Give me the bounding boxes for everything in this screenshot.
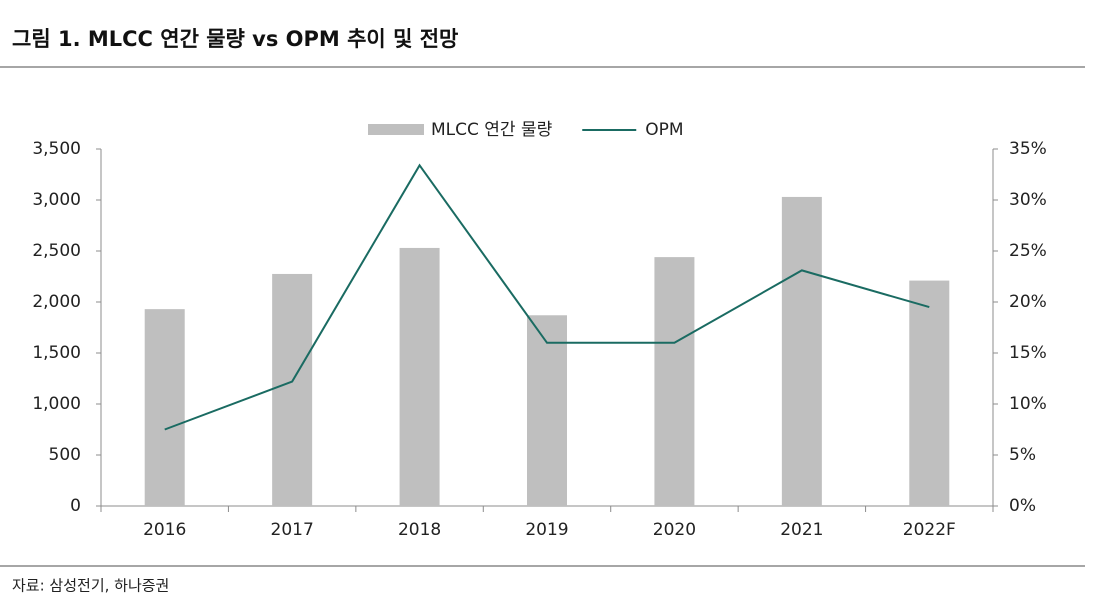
x-tick-label: 2019 bbox=[525, 520, 568, 540]
x-tick-label: 2017 bbox=[271, 520, 314, 540]
legend-label: MLCC 연간 물량 bbox=[431, 120, 553, 140]
y2-tick-label: 5% bbox=[1009, 445, 1036, 465]
y2-tick-label: 30% bbox=[1009, 190, 1047, 210]
y2-tick-label: 20% bbox=[1009, 292, 1047, 312]
y-tick-label: 1,000 bbox=[32, 394, 81, 414]
bar bbox=[527, 315, 567, 506]
x-tick-label: 2021 bbox=[780, 520, 823, 540]
x-tick-label: 2016 bbox=[143, 520, 186, 540]
y-tick-label: 1,500 bbox=[32, 343, 81, 363]
line-series bbox=[164, 163, 930, 431]
y2-tick-label: 15% bbox=[1009, 343, 1047, 363]
y-tick-label: 0 bbox=[70, 496, 81, 516]
bar bbox=[909, 280, 950, 506]
x-tick-label: 2018 bbox=[398, 520, 441, 540]
chart-title: 그림 1. MLCC 연간 물량 vs OPM 추이 및 전망 bbox=[12, 27, 458, 51]
bar bbox=[144, 309, 185, 506]
legend-label: OPM bbox=[645, 120, 683, 140]
legend-swatch bbox=[368, 124, 424, 135]
y2-tick-label: 25% bbox=[1009, 241, 1047, 261]
x-tick-label: 2022F bbox=[903, 520, 956, 540]
y2-tick-label: 0% bbox=[1009, 496, 1036, 516]
y-tick-label: 2,000 bbox=[32, 292, 81, 312]
y2-tick-label: 10% bbox=[1009, 394, 1047, 414]
bar bbox=[781, 196, 822, 506]
bar bbox=[399, 247, 440, 506]
source-note: 자료: 삼성전기, 하나증권 bbox=[12, 577, 169, 595]
x-tick-label: 2020 bbox=[653, 520, 696, 540]
y-tick-label: 3,500 bbox=[32, 139, 81, 159]
y-tick-label: 500 bbox=[49, 445, 81, 465]
y2-tick-label: 35% bbox=[1009, 139, 1047, 159]
y-tick-label: 2,500 bbox=[32, 241, 81, 261]
y-tick-label: 3,000 bbox=[32, 190, 81, 210]
bar bbox=[654, 257, 695, 506]
bar bbox=[272, 273, 313, 506]
